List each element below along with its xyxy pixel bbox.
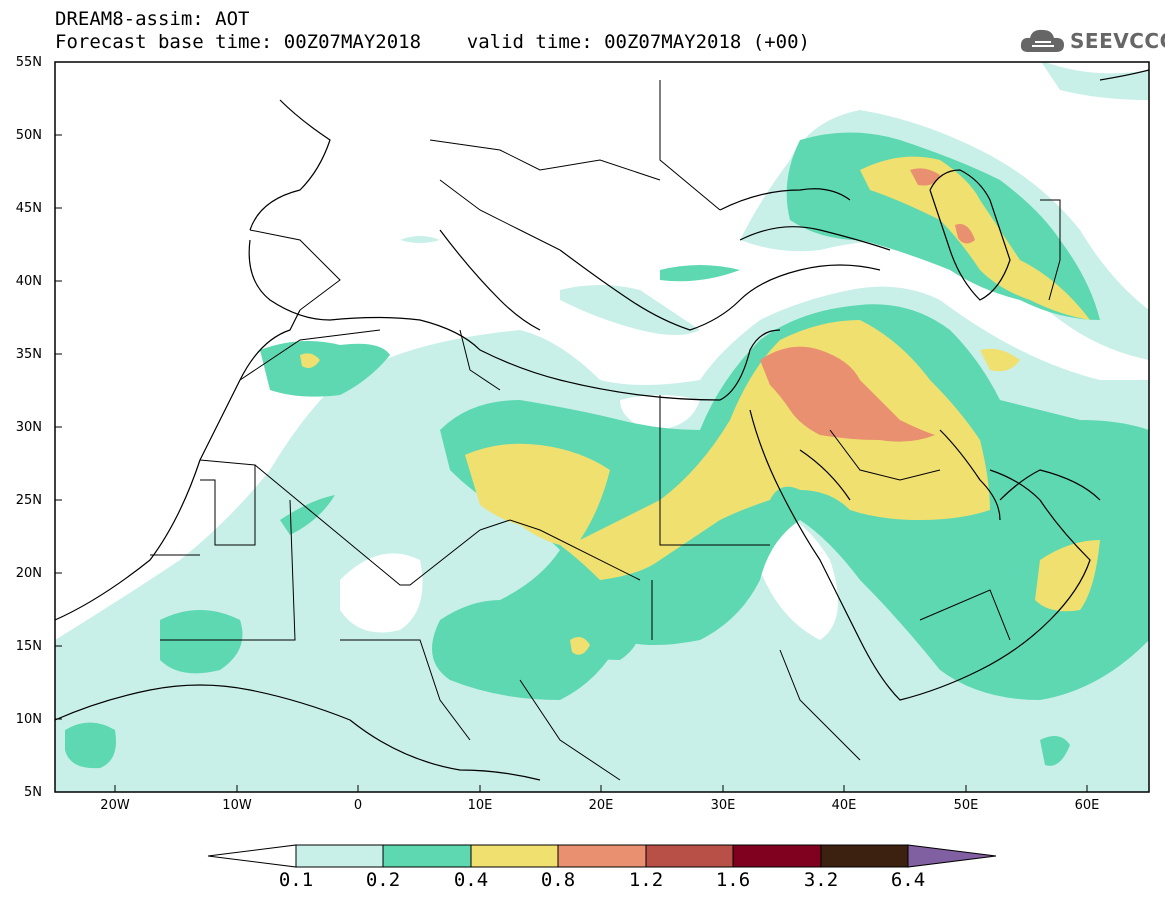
seevccc-logo: SEEVCCC	[1018, 24, 1165, 58]
colorbar-label: 1.2	[628, 869, 664, 891]
colorbar-label: 0.4	[453, 869, 489, 891]
lon-label: 10E	[467, 798, 493, 813]
logo-text: SEEVCCC	[1070, 29, 1165, 53]
country-borders	[150, 80, 1061, 781]
cloud-icon	[1020, 29, 1064, 52]
colorbar-swatch-0.1	[295, 844, 384, 868]
aot-field	[55, 62, 1149, 792]
lat-label: 25N	[15, 493, 42, 508]
lat-label: 40N	[15, 274, 42, 289]
colorbar-label: 0.8	[540, 869, 576, 891]
lat-label: 20N	[15, 566, 42, 581]
colorbar-label: 0.2	[365, 869, 401, 891]
colorbar-swatch-0.4	[470, 844, 559, 868]
lon-label: 30E	[710, 798, 736, 813]
colorbar-low-arrow	[207, 844, 297, 868]
lon-label: 60E	[1074, 798, 1100, 813]
lat-label: 35N	[15, 347, 42, 362]
colorbar-swatch-0.8	[557, 844, 647, 868]
coastlines	[55, 69, 1149, 781]
lat-label: 5N	[24, 785, 42, 800]
colorbar-swatch-1.2	[645, 844, 734, 868]
lon-label: 50E	[953, 798, 979, 813]
aot-level-0.8	[760, 168, 975, 442]
lon-label: 0	[353, 798, 363, 813]
lat-label: 30N	[15, 420, 42, 435]
lon-label: 20W	[100, 798, 130, 813]
lat-label: 50N	[15, 128, 42, 143]
colorbar-label: 6.4	[890, 869, 926, 891]
colorbar-swatch-1.6	[732, 844, 822, 868]
lon-label: 40E	[831, 798, 857, 813]
colorbar-label: 3.2	[803, 869, 839, 891]
lat-label: 55N	[15, 55, 42, 70]
lat-label: 10N	[15, 712, 42, 727]
tick-marks	[55, 134, 1088, 792]
colorbar	[207, 844, 997, 868]
colorbar-swatch-0.2	[382, 844, 472, 868]
lat-label: 45N	[15, 201, 42, 216]
map-title: DREAM8-assim: AOT	[55, 8, 250, 30]
lat-label: 15N	[15, 639, 42, 654]
lon-label: 20E	[588, 798, 614, 813]
colorbar-label: 0.1	[278, 869, 314, 891]
colorbar-label: 1.6	[715, 869, 751, 891]
lon-label: 10W	[222, 798, 252, 813]
colorbar-swatch-3.2	[820, 844, 909, 868]
colorbar-high-arrow	[907, 844, 997, 868]
map-subtitle: Forecast base time: 00Z07MAY2018 valid t…	[55, 31, 810, 53]
